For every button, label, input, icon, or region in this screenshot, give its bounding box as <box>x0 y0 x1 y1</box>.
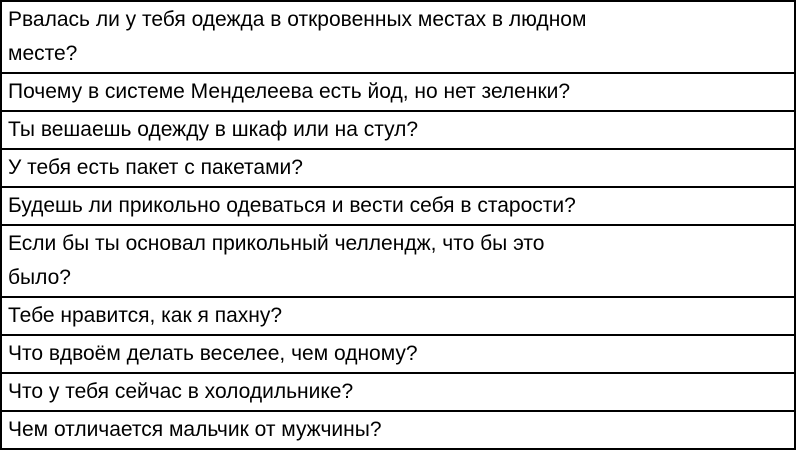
table-row: Рвалась ли у тебя одежда в откровенных м… <box>0 0 796 74</box>
table-row: Что у тебя сейчас в холодильнике? <box>0 372 796 412</box>
table-row: Если бы ты основал прикольный челлендж, … <box>0 224 796 298</box>
table-row: У тебя есть пакет с пакетами? <box>0 148 796 188</box>
question-cell: Что вдвоём делать веселее, чем одному? <box>0 334 796 374</box>
question-cell: Чем отличается мальчик от мужчины? <box>0 410 796 450</box>
table-row: Чем отличается мальчик от мужчины? <box>0 410 796 450</box>
question-cell: Будешь ли прикольно одеваться и вести се… <box>0 186 796 226</box>
question-cell: Тебе нравится, как я пахну? <box>0 296 796 336</box>
question-cell: Рвалась ли у тебя одежда в откровенных м… <box>0 0 796 74</box>
question-cell: Если бы ты основал прикольный челлендж, … <box>0 224 796 298</box>
table-row: Что вдвоём делать веселее, чем одному? <box>0 334 796 374</box>
question-cell: Почему в системе Менделеева есть йод, но… <box>0 72 796 112</box>
question-cell: Ты вешаешь одежду в шкаф или на стул? <box>0 110 796 150</box>
question-cell: Что у тебя сейчас в холодильнике? <box>0 372 796 412</box>
table-row: Будешь ли прикольно одеваться и вести се… <box>0 186 796 226</box>
table-row: Почему в системе Менделеева есть йод, но… <box>0 72 796 112</box>
question-cell: У тебя есть пакет с пакетами? <box>0 148 796 188</box>
table-row: Ты вешаешь одежду в шкаф или на стул? <box>0 110 796 150</box>
table-row: Тебе нравится, как я пахну? <box>0 296 796 336</box>
